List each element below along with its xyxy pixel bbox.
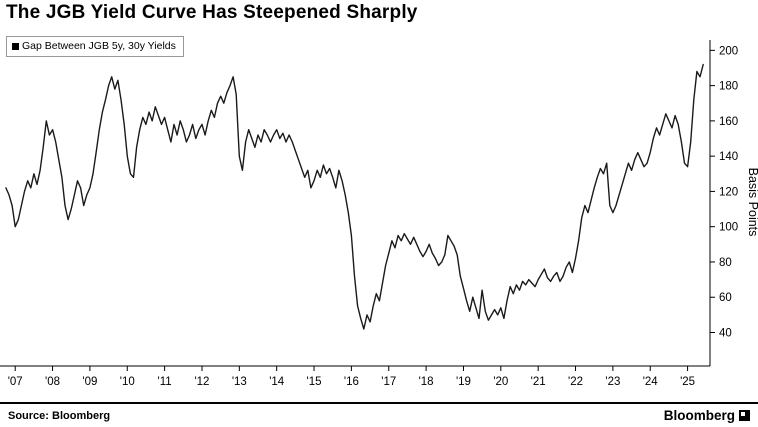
x-tick-label: '16 xyxy=(344,376,359,388)
yield-gap-line-series xyxy=(5,63,704,330)
x-tick-label: '12 xyxy=(194,376,209,388)
bloomberg-wordmark: Bloomberg xyxy=(663,408,735,423)
x-tick-label: '09 xyxy=(82,376,97,388)
x-tick-label: '17 xyxy=(381,376,396,388)
x-tick-label: '23 xyxy=(605,376,620,388)
y-tick-label: 60 xyxy=(719,292,732,304)
chart-svg: 200 180 160 140 120 100 80 60 40 '07 '08 '09 '10 '11 '… xyxy=(0,40,758,388)
x-tick-label: '22 xyxy=(568,376,583,388)
y-axis-title: Basis Points xyxy=(746,168,758,237)
chart-footer: Source: Bloomberg Bloomberg xyxy=(0,402,758,427)
x-tick-label: '19 xyxy=(456,376,471,388)
y-tick-label: 180 xyxy=(719,81,738,93)
x-tick-label: '10 xyxy=(120,376,135,388)
y-tick-label: 100 xyxy=(719,222,738,234)
legend-label: Gap Between JGB 5y, 30y Yields xyxy=(22,40,176,52)
y-tick-label: 80 xyxy=(719,257,732,269)
x-tick-label: '15 xyxy=(307,376,322,388)
x-tick-label: '25 xyxy=(680,376,695,388)
x-tick-label: '20 xyxy=(493,376,508,388)
x-tick-label: '07 xyxy=(8,376,23,388)
page-title: The JGB Yield Curve Has Steepened Sharpl… xyxy=(6,2,418,23)
y-tick-label: 40 xyxy=(719,327,732,339)
y-tick-label: 160 xyxy=(719,116,738,128)
source-text: Source: Bloomberg xyxy=(8,409,111,422)
x-tick-label: '21 xyxy=(531,376,546,388)
bloomberg-logo: Bloomberg xyxy=(664,408,750,423)
x-tick-label: '13 xyxy=(232,376,247,388)
chart-legend: Gap Between JGB 5y, 30y Yields xyxy=(6,36,184,57)
x-tick-label: '11 xyxy=(158,376,172,388)
chart-area: 200 180 160 140 120 100 80 60 40 '07 '08 '09 '10 '11 '… xyxy=(0,26,758,398)
x-tick-label: '18 xyxy=(419,376,434,388)
y-tick-label: 200 xyxy=(719,45,738,57)
legend-swatch-icon xyxy=(12,43,19,50)
y-tick-label: 140 xyxy=(719,151,738,163)
x-tick-label: '08 xyxy=(45,376,60,388)
x-tick-label: '24 xyxy=(643,376,659,388)
bloomberg-mark-icon xyxy=(739,410,750,421)
x-tick-label: '14 xyxy=(269,376,285,388)
y-tick-label: 120 xyxy=(719,186,738,198)
